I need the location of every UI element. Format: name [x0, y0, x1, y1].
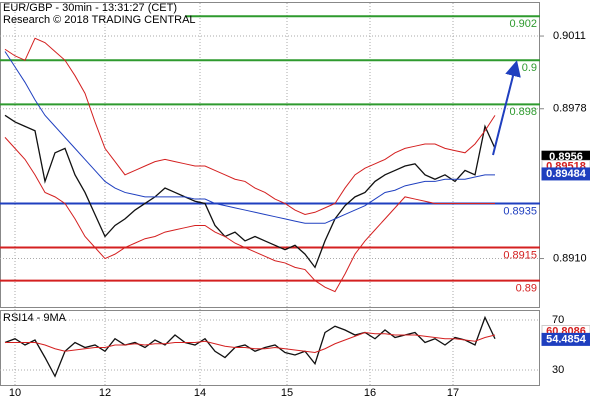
series-line	[4, 37, 496, 216]
level-label: 0.89	[516, 282, 537, 294]
series-line	[4, 51, 495, 224]
series-line	[5, 331, 496, 354]
level-label: 0.8935	[503, 205, 537, 217]
series-line	[4, 315, 496, 378]
level-label: 0.902	[509, 18, 537, 30]
price-tag	[541, 167, 590, 181]
price-tag-label: 0.89484	[546, 168, 587, 180]
y-tick-label: 0.8978	[553, 103, 587, 115]
series-line	[4, 114, 496, 269]
level-label: 0.8915	[503, 249, 537, 261]
x-tick-label: 12	[99, 387, 111, 399]
chart-subtitle: Research © 2018 TRADING CENTRAL	[3, 14, 196, 26]
x-tick-label: 14	[194, 387, 206, 399]
x-tick-label: 10	[9, 387, 21, 399]
y-tick-label: 30	[552, 364, 564, 376]
price-tag-label: 54.4854	[546, 333, 587, 345]
y-tick-label: 0.8910	[553, 252, 587, 264]
level-label: 0.9	[522, 62, 537, 74]
y-tick-label: 70	[552, 314, 564, 326]
price-panel	[0, 2, 540, 308]
x-tick-label: 17	[447, 387, 459, 399]
series-line	[4, 137, 495, 293]
chart-title: EUR/GBP - 30min - 13:31:27 (CET)	[3, 2, 177, 14]
y-tick-label: 0.9011	[553, 30, 586, 42]
x-tick-label: 16	[364, 387, 376, 399]
level-label: 0.898	[509, 106, 537, 118]
rsi-panel	[0, 310, 540, 386]
forecast-arrow	[492, 60, 521, 156]
x-tick-label: 15	[281, 387, 293, 399]
price-tag	[541, 332, 590, 346]
rsi-title: RSI14 - 9MA	[3, 312, 67, 324]
